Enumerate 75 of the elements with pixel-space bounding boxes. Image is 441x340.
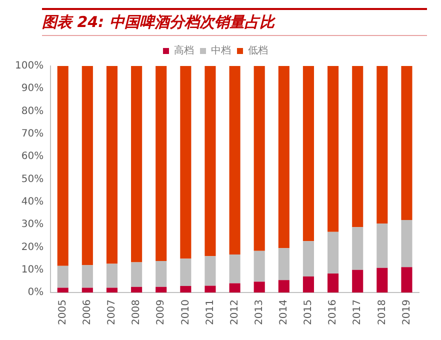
bar [131, 262, 142, 287]
bar [401, 66, 412, 220]
bar [180, 286, 192, 293]
bar [376, 66, 388, 224]
bar [328, 232, 339, 274]
bar [302, 66, 314, 242]
legend-label: 低档 [248, 44, 268, 57]
bar [254, 66, 265, 251]
bar [229, 283, 240, 293]
bar [278, 280, 290, 293]
x-tick-label: 2012 [229, 300, 240, 326]
bar [57, 66, 68, 266]
bar [229, 66, 240, 254]
bar [57, 266, 68, 288]
bar [156, 286, 167, 293]
bar [254, 282, 265, 293]
y-tick-label: 20% [21, 242, 44, 253]
bar [229, 254, 240, 284]
bar [401, 220, 412, 268]
x-tick-label: 2011 [204, 300, 216, 326]
chart-title: 图表 24: 中国啤酒分档次销量占比 [42, 13, 274, 31]
y-tick-label: 90% [21, 83, 44, 94]
bar [302, 276, 314, 293]
bar [156, 66, 167, 262]
x-tick-label: 2018 [376, 300, 388, 326]
bar [401, 267, 412, 293]
legend-label: 高档 [174, 44, 194, 57]
bar [156, 261, 167, 287]
bar [352, 270, 364, 293]
x-tick-label: 2014 [278, 300, 290, 326]
bar [106, 66, 118, 264]
bar [278, 248, 290, 280]
bar [328, 66, 339, 232]
y-tick-label: 60% [21, 151, 44, 162]
x-tick-label: 2009 [156, 300, 167, 326]
bar [204, 286, 216, 293]
bar [131, 66, 142, 262]
x-tick-label: 2015 [303, 300, 314, 326]
bar [180, 258, 192, 286]
bar [302, 241, 314, 276]
bar [82, 66, 93, 266]
x-tick-label: 2005 [57, 300, 68, 326]
x-tick-label: 2019 [401, 300, 412, 326]
bar [131, 286, 142, 293]
y-tick-label: 100% [14, 60, 44, 72]
bar [376, 268, 388, 293]
bar [254, 250, 265, 282]
bar [106, 264, 118, 288]
bar [204, 256, 216, 286]
bar [57, 288, 68, 293]
bar [82, 265, 93, 288]
x-tick-label: 2010 [180, 300, 192, 326]
bar [376, 223, 388, 268]
y-tick-label: 80% [21, 106, 44, 117]
bar [278, 66, 290, 248]
y-tick-label: 0% [28, 287, 44, 298]
bar [180, 66, 192, 259]
x-tick-label: 2016 [328, 300, 339, 326]
legend-label: 中档 [211, 44, 231, 57]
x-tick-label: 2013 [254, 300, 265, 326]
x-tick-label: 2007 [106, 300, 118, 326]
bar [352, 227, 364, 270]
x-tick-label: 2017 [352, 300, 364, 326]
bar [82, 288, 93, 293]
bar [204, 66, 216, 256]
y-tick-label: 30% [21, 219, 44, 230]
bar [352, 66, 364, 228]
y-tick-label: 10% [21, 264, 44, 276]
x-tick-label: 2006 [82, 300, 94, 326]
y-tick-label: 70% [21, 128, 44, 140]
bar [106, 288, 118, 293]
y-tick-label: 50% [21, 174, 44, 185]
x-tick-label: 2008 [131, 300, 142, 326]
y-tick-label: 40% [21, 196, 44, 208]
bar [328, 274, 339, 293]
